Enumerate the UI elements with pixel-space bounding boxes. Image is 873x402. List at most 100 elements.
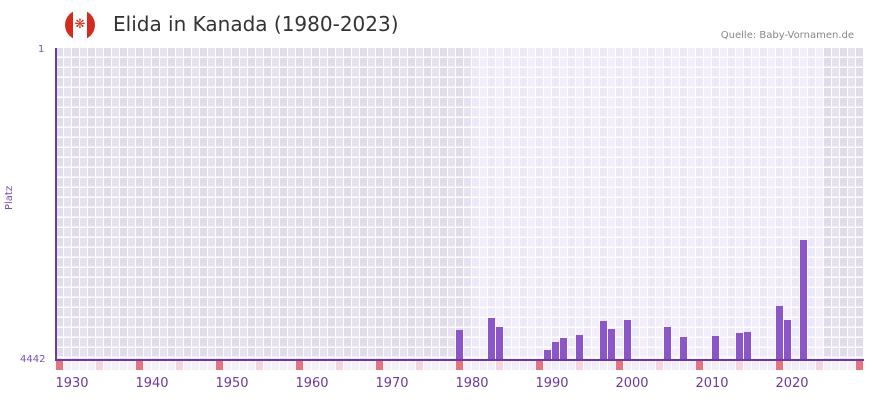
- bar-2021[interactable]: [800, 240, 807, 360]
- year-cell: [384, 361, 391, 370]
- grid-column: [280, 48, 288, 360]
- grid-column: [600, 48, 608, 360]
- year-cell: [320, 361, 327, 370]
- year-cell: [528, 361, 535, 370]
- grid-column: [816, 48, 824, 360]
- year-marker: [376, 361, 383, 370]
- year-marker: [696, 361, 703, 370]
- grid-column: [472, 48, 480, 360]
- grid-column: [312, 48, 320, 360]
- year-cell: [560, 361, 567, 370]
- grid-column: [592, 48, 600, 360]
- grid-column: [320, 48, 328, 360]
- year-cell: [848, 361, 855, 370]
- year-cell: [592, 361, 599, 370]
- bar-1989[interactable]: [544, 350, 551, 360]
- year-cell: [184, 361, 191, 370]
- bar-2006[interactable]: [680, 337, 687, 360]
- bar-1993[interactable]: [576, 335, 583, 360]
- x-tick-1990: 1990: [535, 376, 569, 391]
- year-marker: [176, 361, 183, 370]
- grid-column: [80, 48, 88, 360]
- source-link[interactable]: Quelle: Baby-Vornamen.de: [720, 30, 854, 41]
- bar-1983[interactable]: [496, 327, 503, 360]
- grid-column: [672, 48, 680, 360]
- grid-column: [256, 48, 264, 360]
- plot-area: [56, 48, 864, 360]
- bar-1982[interactable]: [488, 318, 495, 360]
- bar-2019[interactable]: [784, 320, 791, 360]
- grid-column: [664, 48, 672, 360]
- year-cell: [760, 361, 767, 370]
- year-cell: [328, 361, 335, 370]
- bar-1978[interactable]: [456, 330, 463, 360]
- grid-column: [512, 48, 520, 360]
- year-cell: [312, 361, 319, 370]
- year-cell: [800, 361, 807, 370]
- grid-column: [840, 48, 848, 360]
- bar-1997[interactable]: [608, 329, 615, 360]
- year-cell: [784, 361, 791, 370]
- year-marker: [656, 361, 663, 370]
- y-axis-label: Platz: [4, 185, 15, 210]
- year-cell: [488, 361, 495, 370]
- y-tick-top: 1: [38, 44, 45, 55]
- bar-2013[interactable]: [736, 333, 743, 360]
- grid-column: [296, 48, 304, 360]
- y-axis: [55, 48, 57, 361]
- year-cell: [792, 361, 799, 370]
- canada-flag-icon: ❋: [65, 10, 95, 40]
- chart-title: Elida in Kanada (1980-2023): [113, 12, 399, 36]
- grid-column: [224, 48, 232, 360]
- bar-1999[interactable]: [624, 320, 631, 360]
- grid-column: [360, 48, 368, 360]
- year-cell: [152, 361, 159, 370]
- year-marker: [576, 361, 583, 370]
- grid-column: [496, 48, 504, 360]
- grid-column: [272, 48, 280, 360]
- grid-column: [552, 48, 560, 360]
- grid-column: [752, 48, 760, 360]
- year-cell: [472, 361, 479, 370]
- grid-column: [632, 48, 640, 360]
- year-cell: [520, 361, 527, 370]
- grid-column: [688, 48, 696, 360]
- grid-column: [216, 48, 224, 360]
- grid-column: [520, 48, 528, 360]
- year-cell: [752, 361, 759, 370]
- grid-column: [624, 48, 632, 360]
- bar-2010[interactable]: [712, 336, 719, 360]
- year-cell: [480, 361, 487, 370]
- year-cell: [120, 361, 127, 370]
- year-cell: [240, 361, 247, 370]
- grid-column: [160, 48, 168, 360]
- year-cell: [424, 361, 431, 370]
- bar-1990[interactable]: [552, 342, 559, 360]
- bar-2004[interactable]: [664, 327, 671, 360]
- grid-column: [792, 48, 800, 360]
- bar-2018[interactable]: [776, 306, 783, 360]
- bar-1996[interactable]: [600, 321, 607, 360]
- year-cell: [512, 361, 519, 370]
- bar-2014[interactable]: [744, 332, 751, 360]
- grid-column: [504, 48, 512, 360]
- grid-column: [304, 48, 312, 360]
- year-marker: [536, 361, 543, 370]
- grid-column: [392, 48, 400, 360]
- grid-column: [136, 48, 144, 360]
- grid-column: [328, 48, 336, 360]
- grid-column: [480, 48, 488, 360]
- year-cell: [808, 361, 815, 370]
- grid-column: [544, 48, 552, 360]
- grid-column: [568, 48, 576, 360]
- grid-column: [56, 48, 64, 360]
- grid-column: [456, 48, 464, 360]
- bar-1991[interactable]: [560, 338, 567, 360]
- grid-column: [368, 48, 376, 360]
- grid-column: [248, 48, 256, 360]
- grid-column: [488, 48, 496, 360]
- grid-column: [336, 48, 344, 360]
- year-marker: [856, 361, 863, 370]
- y-tick-bottom: 4442: [20, 354, 46, 365]
- year-cell: [64, 361, 71, 370]
